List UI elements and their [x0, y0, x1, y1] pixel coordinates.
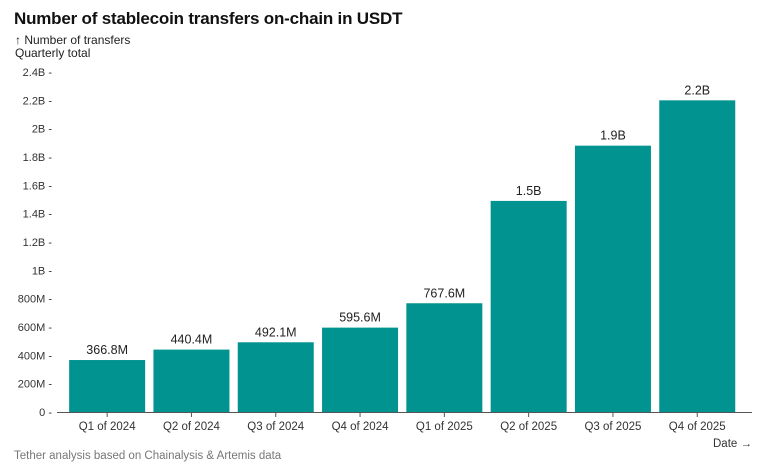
x-tick-label: Q1 of 2025 — [416, 421, 473, 433]
bar — [237, 342, 314, 412]
bar — [574, 145, 651, 412]
y-axis-label: ↑ Number of transfers — [15, 33, 131, 47]
source-note: Tether analysis based on Chainalysis & A… — [14, 450, 282, 462]
data-label: 1.5B — [516, 184, 542, 198]
x-tick-label: Q2 of 2024 — [163, 421, 221, 433]
data-label: 366.8M — [86, 343, 128, 357]
y-tick-label: 800M - — [18, 294, 53, 306]
y-tick-label: 2B - — [32, 124, 53, 136]
y-tick-label: 1.4B - — [23, 209, 53, 221]
x-tick-label: Q3 of 2024 — [247, 421, 305, 433]
bar — [659, 100, 736, 412]
bar — [406, 303, 483, 412]
data-label: 767.6M — [423, 286, 465, 300]
y-tick-label: 0 - — [39, 407, 52, 419]
bar — [322, 327, 399, 412]
data-label: 595.6M — [339, 311, 381, 325]
y-tick-label: 1B - — [32, 265, 53, 277]
y-tick-label: 2.4B - — [23, 67, 53, 79]
y-tick-label: 2.2B - — [23, 95, 53, 107]
chart-subtitle: Quarterly total — [15, 46, 91, 60]
x-tick-label: Q4 of 2025 — [669, 421, 726, 433]
y-tick-label: 200M - — [18, 379, 53, 391]
x-tick-label: Q2 of 2025 — [500, 421, 557, 433]
x-axis-label: Date → — [713, 438, 752, 450]
y-tick-label: 1.2B - — [23, 237, 53, 249]
x-tick-label: Q4 of 2024 — [332, 421, 390, 433]
y-tick-label: 1.6B - — [23, 180, 53, 192]
data-label: 492.1M — [255, 325, 297, 339]
x-tick-label: Q3 of 2025 — [584, 421, 641, 433]
data-label: 1.9B — [600, 129, 626, 143]
y-tick-label: 1.8B - — [23, 152, 53, 164]
data-label: 440.4M — [171, 333, 213, 347]
y-tick-label: 400M - — [18, 350, 53, 362]
bar — [490, 200, 567, 412]
y-tick-label: 600M - — [18, 322, 53, 334]
bar — [153, 349, 230, 412]
bar — [69, 360, 146, 412]
x-tick-label: Q1 of 2024 — [79, 421, 137, 433]
data-label: 2.2B — [684, 83, 710, 97]
chart-title: Number of stablecoin transfers on-chain … — [14, 9, 403, 28]
